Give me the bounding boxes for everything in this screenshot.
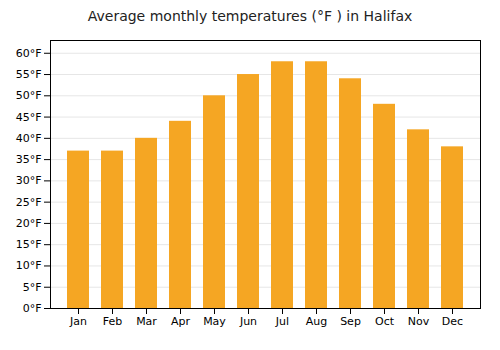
- svg-text:Jul: Jul: [275, 315, 289, 328]
- html-text:Average monthly temperatures (: Average monthly temperatures (°F ) in Ha…: [87, 8, 413, 24]
- svg-text:60°F: 60°F: [16, 47, 42, 60]
- svg-text:45°F: 45°F: [16, 111, 42, 124]
- svg-text:May: May: [203, 315, 226, 328]
- svg-text:5°F: 5°F: [23, 281, 42, 294]
- svg-text:Mar: Mar: [136, 315, 157, 328]
- svg-text:Jan: Jan: [69, 315, 87, 328]
- svg-text:10°F: 10°F: [16, 259, 42, 272]
- svg-text:50°F: 50°F: [16, 89, 42, 102]
- svg-text:40°F: 40°F: [16, 132, 42, 145]
- svg-text:55°F: 55°F: [16, 68, 42, 81]
- svg-text:25°F: 25°F: [16, 196, 42, 209]
- svg-text:Nov: Nov: [408, 315, 430, 328]
- svg-text:Dec: Dec: [442, 315, 463, 328]
- svg-text:Apr: Apr: [171, 315, 191, 328]
- svg-text:0°F: 0°F: [23, 302, 42, 315]
- svg-text:Oct: Oct: [375, 315, 395, 328]
- svg-text:15°F: 15°F: [16, 238, 42, 251]
- svg-text:35°F: 35°F: [16, 153, 42, 166]
- svg-text:20°F: 20°F: [16, 217, 42, 230]
- svg-text:Feb: Feb: [103, 315, 122, 328]
- svg-text:Aug: Aug: [306, 315, 327, 328]
- svg-text:30°F: 30°F: [16, 174, 42, 187]
- svg-text:Sep: Sep: [340, 315, 361, 328]
- svg-text:Jun: Jun: [239, 315, 257, 328]
